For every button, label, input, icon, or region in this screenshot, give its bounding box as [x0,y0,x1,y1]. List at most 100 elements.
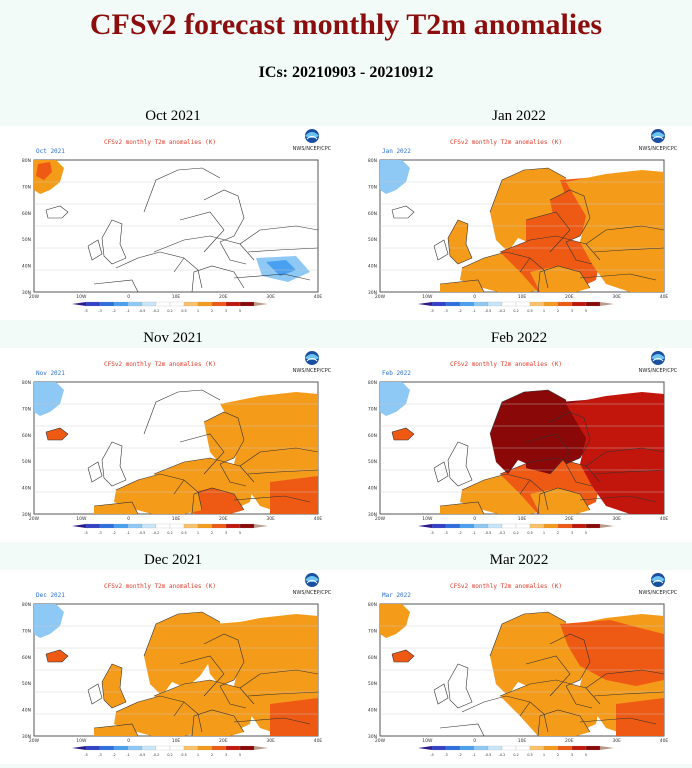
colorbar-tick-label: 0.5 [181,753,187,757]
colorbar: -5 -3 -2 -1 -0.5 -0.2 0.2 0.5 1 2 3 5 [72,745,268,757]
lon-tick-label: 10E [172,738,181,744]
colorbar-tick-label: 0.5 [527,309,533,313]
panel-label: Dec 2021 [144,552,202,568]
lon-tick-label: 10E [518,294,527,300]
agency-label: NWS/NCEP/CPC [293,368,332,374]
colorbar-tick-label: -3 [98,753,102,757]
colorbar-tick-label: -0.2 [499,309,506,313]
colorbar-tick-label: -0.5 [139,309,146,313]
colorbar-tick-label: -3 [444,753,448,757]
lon-tick-label: 10E [518,516,527,522]
lat-tick-label: 60N [368,655,377,661]
anomaly-region [530,488,590,514]
lon-tick-label: 10E [518,738,527,744]
lat-tick-label: 30N [22,512,31,518]
lon-tick-label: 0 [473,294,476,300]
map-month-label: Feb 2022 [382,370,411,377]
noaa-logo-icon [651,573,665,587]
anomaly-region [114,474,202,514]
panel-label: Oct 2021 [145,108,201,124]
colorbar-tick-label: -0.2 [153,531,160,535]
colorbar-tick-label: 1 [543,309,545,313]
lon-tick-label: 40E [660,516,669,522]
colorbar: -5 -3 -2 -1 -0.5 -0.2 0.2 0.5 1 2 3 5 [418,523,614,535]
colorbar-tick-label: 5 [585,309,587,313]
map-svg: CFSv2 monthly T2m anomalies (K) Nov 2021 N… [22,351,332,535]
lat-tick-label: 30N [368,734,377,740]
colorbar-tick-label: -2 [458,753,462,757]
anomaly-region [392,428,414,440]
colorbar-tick-label: -3 [98,531,102,535]
colorbar-tick-label: -5 [84,753,88,757]
anomaly-region [266,260,296,276]
lat-tick-label: 80N [368,602,377,608]
colorbar-tick-label: 3 [571,753,573,757]
lat-tick-label: 30N [22,290,31,296]
colorbar-tick-label: -3 [444,531,448,535]
colorbar-tick-label: -5 [84,309,88,313]
anomaly-region [448,220,472,264]
lat-tick-label: 50N [368,681,377,687]
colorbar-tick-label: -5 [430,309,434,313]
lon-tick-label: 20W [375,294,386,300]
colorbar-tick-label: -2 [458,531,462,535]
lat-tick-label: 70N [368,406,377,412]
map-plot [33,381,319,515]
map-header-title: CFSv2 monthly T2m anomalies (K) [104,139,216,146]
lon-tick-label: 40E [660,294,669,300]
colorbar-tick-label: -0.5 [485,309,492,313]
lat-tick-label: 70N [22,184,31,190]
lon-tick-label: 10W [422,516,433,522]
colorbar-tick-label: 0.5 [181,309,187,313]
agency-label: NWS/NCEP/CPC [639,368,678,374]
map-month-label: Mar 2022 [382,592,411,599]
anomaly-region [36,162,52,180]
anomaly-region [566,392,664,514]
colorbar-tick-label: 0.2 [513,753,519,757]
map-plot [379,381,665,515]
lon-tick-label: 30E [612,294,621,300]
anomaly-region [490,612,568,696]
anomaly-region [46,650,68,662]
lat-tick-label: 80N [22,602,31,608]
lon-tick-label: 40E [660,738,669,744]
colorbar-tick-label: 0.5 [527,531,533,535]
colorbar-tick-label: -1 [472,753,476,757]
map-panel-nov-2021: Nov 2021 CFSv2 monthly T2m anomalies (K)… [0,328,346,542]
map-panel-oct-2021: Oct 2021 CFSv2 monthly T2m anomalies (K)… [0,106,346,320]
map-frame: CFSv2 monthly T2m anomalies (K) Feb 2022 N… [346,348,692,542]
lat-tick-label: 60N [368,211,377,217]
lon-tick-label: 0 [473,738,476,744]
colorbar-tick-label: -5 [84,531,88,535]
lon-tick-label: 30E [266,516,275,522]
map-month-label: Dec 2021 [36,592,65,599]
lon-tick-label: 10W [422,738,433,744]
lon-tick-label: 20E [565,294,574,300]
map-panel-mar-2022: Mar 2022 CFSv2 monthly T2m anomalies (K)… [346,550,692,764]
lon-tick-label: 0 [127,294,130,300]
lat-tick-label: 60N [22,211,31,217]
lon-tick-label: 40E [314,294,323,300]
lat-tick-label: 70N [22,406,31,412]
colorbar-tick-label: 0.2 [513,309,519,313]
anomaly-region [34,382,64,416]
colorbar-tick-label: 5 [239,309,241,313]
colorbar-tick-label: -0.5 [485,753,492,757]
noaa-logo-icon [305,573,319,587]
lat-tick-label: 40N [368,264,377,270]
colorbar-tick-label: -1 [126,309,130,313]
map-plot [379,159,665,293]
lon-tick-label: 30E [612,516,621,522]
colorbar-tick-label: 5 [239,753,241,757]
anomaly-region [530,266,590,292]
colorbar-tick-label: 5 [239,531,241,535]
lon-tick-label: 20E [219,738,228,744]
colorbar-tick-label: 5 [585,531,587,535]
lat-tick-label: 50N [22,237,31,243]
colorbar-tick-label: -2 [112,531,116,535]
lat-tick-label: 40N [368,486,377,492]
anomaly-region [380,604,410,638]
lon-tick-label: 0 [473,516,476,522]
lat-tick-label: 40N [368,708,377,714]
lat-tick-label: 50N [22,459,31,465]
